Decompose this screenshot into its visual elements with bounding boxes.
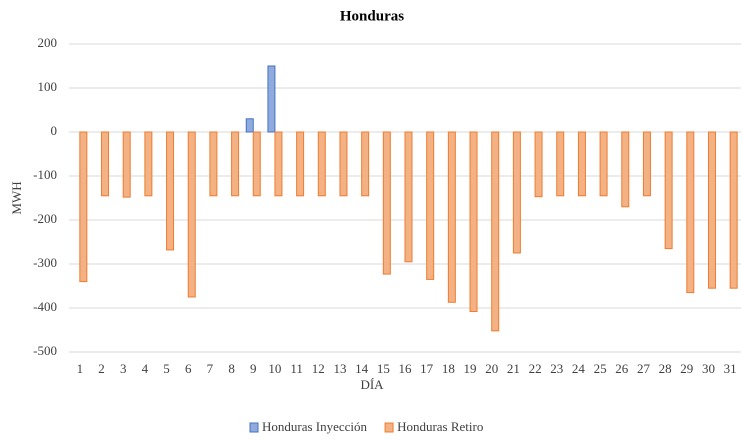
- x-tick-label: 22: [529, 361, 542, 376]
- bar: [729, 131, 738, 289]
- x-tick-label: 19: [464, 361, 477, 376]
- x-tick-label: 4: [142, 361, 149, 376]
- x-tick-label: 7: [207, 361, 214, 376]
- bar: [447, 131, 456, 303]
- y-tick-label: 100: [38, 79, 58, 94]
- y-axis-label: MWH: [9, 181, 24, 214]
- x-tick-label: 24: [572, 361, 586, 376]
- bar: [274, 131, 283, 197]
- x-tick-label: 16: [399, 361, 413, 376]
- bar: [317, 131, 326, 197]
- bar: [209, 131, 218, 197]
- bar: [267, 65, 276, 133]
- bar: [101, 131, 110, 197]
- bar: [144, 131, 153, 197]
- bar: [512, 131, 521, 254]
- bar: [252, 131, 261, 197]
- bar: [599, 131, 608, 197]
- x-tick-label: 10: [268, 361, 281, 376]
- x-tick-label: 27: [637, 361, 651, 376]
- x-tick-label: 23: [550, 361, 563, 376]
- y-tick-label: -300: [33, 255, 57, 270]
- legend-label: Honduras Retiro: [397, 419, 483, 434]
- y-tick-label: -500: [33, 343, 57, 358]
- bar: [621, 131, 630, 208]
- x-tick-label: 1: [77, 361, 84, 376]
- x-tick-label: 14: [355, 361, 369, 376]
- x-tick-label: 21: [507, 361, 520, 376]
- bar: [79, 131, 88, 283]
- bar: [707, 131, 716, 289]
- bar: [166, 131, 175, 251]
- bar: [187, 131, 196, 298]
- bar: [404, 131, 413, 263]
- y-tick-label: -200: [33, 211, 57, 226]
- x-tick-label: 6: [185, 361, 192, 376]
- y-tick-label: -100: [33, 167, 57, 182]
- x-tick-label: 17: [420, 361, 434, 376]
- bar: [245, 118, 254, 133]
- x-tick-label: 18: [442, 361, 455, 376]
- x-tick-label: 20: [485, 361, 498, 376]
- bar: [231, 131, 240, 197]
- x-tick-label: 12: [312, 361, 325, 376]
- bar: [382, 131, 391, 275]
- bar: [642, 131, 651, 197]
- bar: [556, 131, 565, 197]
- bar: [469, 131, 478, 313]
- x-tick-label: 8: [228, 361, 235, 376]
- x-tick-label: 25: [594, 361, 607, 376]
- legend-label: Honduras Inyección: [262, 419, 368, 434]
- x-tick-label: 5: [163, 361, 170, 376]
- legend-swatch: [384, 422, 394, 433]
- x-tick-label: 11: [290, 361, 303, 376]
- chart-title: Honduras: [340, 8, 404, 24]
- bar: [491, 131, 500, 332]
- x-tick-label: 28: [659, 361, 672, 376]
- y-tick-label: -400: [33, 299, 57, 314]
- y-tick-label: 0: [51, 123, 58, 138]
- bar: [686, 131, 695, 294]
- legend-swatch: [249, 422, 259, 433]
- x-tick-label: 15: [377, 361, 390, 376]
- bar: [426, 131, 435, 280]
- bar: [339, 131, 348, 197]
- bar: [122, 131, 131, 198]
- x-tick-label: 31: [724, 361, 737, 376]
- x-tick-label: 29: [680, 361, 693, 376]
- bar: [577, 131, 586, 197]
- bar: [664, 131, 673, 250]
- x-tick-label: 30: [702, 361, 715, 376]
- x-tick-label: 2: [98, 361, 105, 376]
- y-tick-label: 200: [38, 35, 58, 50]
- x-axis-label: DÍA: [360, 377, 384, 392]
- x-tick-label: 9: [250, 361, 257, 376]
- x-tick-label: 3: [120, 361, 127, 376]
- bar: [361, 131, 370, 197]
- x-tick-label: 13: [333, 361, 346, 376]
- bar: [534, 131, 543, 198]
- bar: [296, 131, 305, 197]
- x-tick-label: 26: [615, 361, 629, 376]
